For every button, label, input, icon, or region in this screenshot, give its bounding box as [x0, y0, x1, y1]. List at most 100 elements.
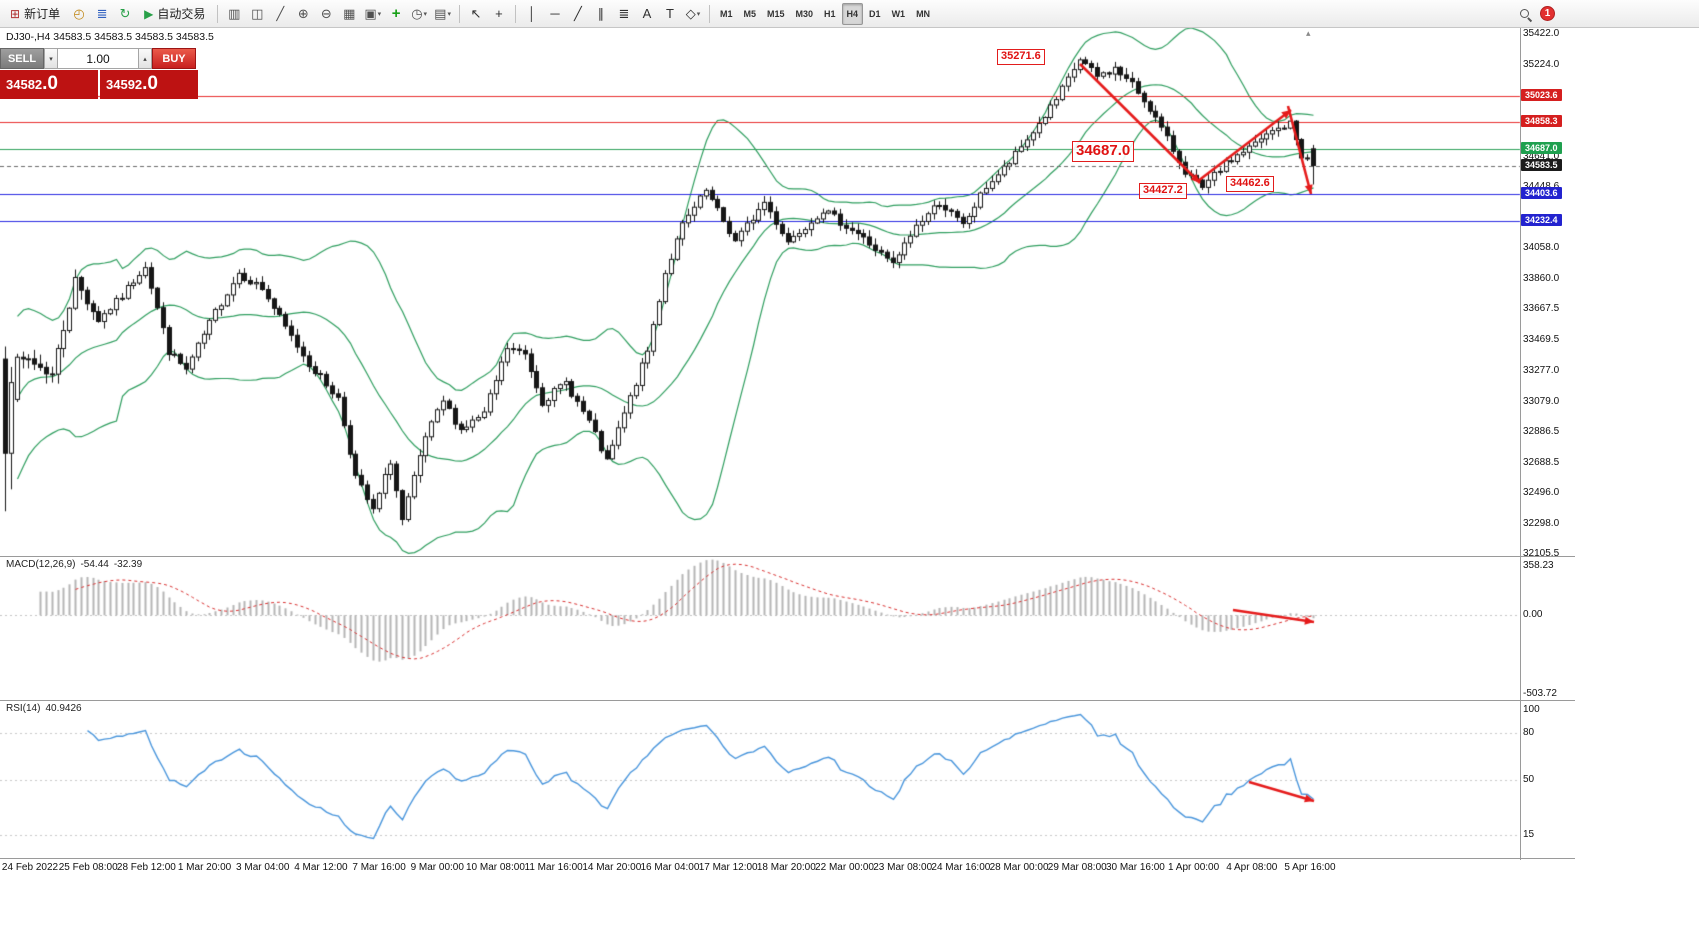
crosshair-tool-button[interactable]: + [488, 3, 510, 25]
cursor-tool-button[interactable]: ↖ [465, 3, 487, 25]
price-annotation[interactable]: 34427.2 [1139, 183, 1187, 199]
volume-increase-button[interactable]: ▴ [138, 48, 152, 69]
time-axis-label: 7 Mar 16:00 [352, 862, 406, 873]
vertical-line-tool-icon: │ [527, 6, 537, 21]
zoom-out-icon: ⊖ [320, 5, 332, 21]
refresh-button[interactable]: ↻ [114, 3, 136, 25]
time-axis-label: 10 Mar 08:00 [465, 862, 525, 873]
price-axis-badge: 34687.0 [1521, 142, 1562, 155]
price-annotation[interactable]: 34687.0 [1072, 141, 1135, 162]
shapes-tool-icon: ◇ [685, 5, 696, 21]
text-tool-icon: A [642, 6, 652, 21]
autotrade-button[interactable]: ▶ 自动交易 [137, 3, 212, 25]
price-axis-separator[interactable] [1520, 28, 1521, 860]
text-tool-button[interactable]: A [636, 3, 658, 25]
time-axis-label: 9 Mar 00:00 [410, 862, 464, 873]
tile-windows-button[interactable]: ▦ [338, 3, 360, 25]
timeframe-h1-button[interactable]: H1 [824, 8, 836, 19]
timeframe-m1-button[interactable]: M1 [719, 8, 733, 19]
toolbar-separator [458, 4, 460, 23]
trendline-tool-button[interactable]: ╱ [567, 3, 589, 25]
macd-panel-separator[interactable] [0, 556, 1575, 557]
timeframe-w1-button[interactable]: W1 [891, 8, 906, 19]
chart-shift-marker[interactable]: ▴ [1306, 28, 1311, 38]
sell-price-display: 34582 .0 [0, 70, 98, 99]
bar-chart-mode-button[interactable]: ▥ [223, 3, 245, 25]
price-axis-tick: 33667.5 [1523, 303, 1560, 315]
price-axis-tick: 33469.5 [1523, 334, 1560, 346]
add-indicator-button[interactable]: + [385, 3, 407, 25]
auto-arrange-button[interactable]: ▣ ▾ [361, 3, 384, 25]
toolbar-separator [217, 4, 219, 23]
timeframe-d1-button[interactable]: D1 [869, 8, 881, 19]
price-axis-tick: 32886.5 [1523, 425, 1560, 437]
time-axis-label: 23 Mar 08:00 [873, 862, 933, 873]
chart-snapshot-icon: ▤ [434, 5, 447, 21]
zoom-out-button[interactable]: ⊖ [315, 3, 337, 25]
price-axis-tick: 35224.0 [1523, 59, 1560, 71]
time-axis-label: 28 Mar 00:00 [989, 862, 1049, 873]
add-indicator-icon: + [391, 5, 401, 22]
price-axis-badge: 34583.5 [1521, 158, 1562, 171]
toolbar-separator [514, 4, 516, 23]
price-axis-badge: 34232.4 [1521, 213, 1562, 226]
time-axis-label: 16 Mar 04:00 [640, 862, 700, 873]
timeframe-m30-button[interactable]: M30 [795, 8, 814, 19]
timeframe-mn-button[interactable]: MN [916, 8, 931, 19]
buy-price-display: 34592 .0 [100, 70, 198, 99]
new-order-button[interactable]: ⊞ 新订单 [3, 3, 67, 25]
rsi-panel-separator[interactable] [0, 700, 1575, 701]
volume-input[interactable] [58, 48, 138, 69]
track-time-button[interactable]: ◷ ▾ [408, 3, 430, 25]
channel-tool-button[interactable]: ∥ [590, 3, 612, 25]
candle-chart-mode-button[interactable]: ◫ [246, 3, 268, 25]
zoom-in-icon: ⊕ [297, 5, 309, 21]
time-axis-separator [0, 858, 1575, 859]
horizontal-line-tool-button[interactable]: ─ [544, 3, 566, 25]
search-button[interactable] [1514, 3, 1536, 25]
macd-axis-tick: 358.23 [1523, 560, 1554, 571]
time-axis-label: 29 Mar 08:00 [1047, 862, 1107, 873]
buy-button[interactable]: BUY [152, 48, 196, 69]
trade-history-button[interactable]: ◴ [68, 3, 90, 25]
rsi-axis-tick: 80 [1523, 727, 1535, 739]
chart-snapshot-button[interactable]: ▤ ▾ [431, 3, 454, 25]
line-chart-mode-button[interactable]: ╱ [269, 3, 291, 25]
timeframe-m15-button[interactable]: M15 [766, 8, 785, 19]
price-axis-tick: 33860.0 [1523, 273, 1560, 285]
price-annotation[interactable]: 35271.6 [997, 49, 1045, 65]
label-tool-icon: T [665, 6, 674, 21]
line-chart-mode-icon: ╱ [276, 5, 285, 21]
price-axis-tick: 32496.0 [1523, 487, 1560, 499]
one-click-trade-panel: SELL ▾ ▴ BUY 34582 .0 34592 .0 [0, 48, 198, 99]
price-axis-tick: 34448.6 [1523, 181, 1559, 192]
rsi-indicator-label: RSI(14) 40.9426 [6, 703, 87, 714]
zoom-in-button[interactable]: ⊕ [292, 3, 314, 25]
bar-chart-mode-icon: ▥ [228, 5, 241, 21]
timeframe-m5-button[interactable]: M5 [743, 8, 756, 19]
time-axis-label: 5 Apr 16:00 [1284, 862, 1336, 873]
label-tool-button[interactable]: T [659, 3, 681, 25]
price-axis-tick: 34641.0 [1523, 150, 1560, 162]
time-axis-label: 17 Mar 12:00 [698, 862, 758, 873]
search-icon [1519, 8, 1532, 21]
shapes-tool-button[interactable]: ◇ ▾ [682, 3, 704, 25]
vertical-line-tool-button[interactable]: │ [521, 3, 543, 25]
dropdown-caret-icon: ▾ [423, 10, 428, 18]
market-depth-button[interactable]: ≣ [91, 3, 113, 25]
symbol-ohlc-info: DJ30-,H4 34583.5 34583.5 34583.5 34583.5 [6, 31, 214, 43]
price-annotation[interactable]: 34462.6 [1226, 176, 1274, 192]
fibonacci-tool-button[interactable]: ≣ [613, 3, 635, 25]
macd-axis-tick: 0.00 [1523, 609, 1543, 621]
notification-badge[interactable]: 1 [1540, 6, 1555, 21]
sell-button[interactable]: SELL [0, 48, 44, 69]
sell-price-pips: .0 [42, 73, 59, 94]
rsi-axis-tick: 15 [1523, 828, 1535, 840]
macd-signal-value: -32.39 [113, 559, 143, 570]
timeframe-h4-button[interactable]: H4 [841, 2, 864, 25]
trendline-tool-icon: ╱ [574, 5, 582, 21]
price-axis-tick: 33079.0 [1523, 395, 1560, 407]
macd-value: -54.44 [80, 559, 109, 570]
volume-decrease-button[interactable]: ▾ [44, 48, 58, 69]
